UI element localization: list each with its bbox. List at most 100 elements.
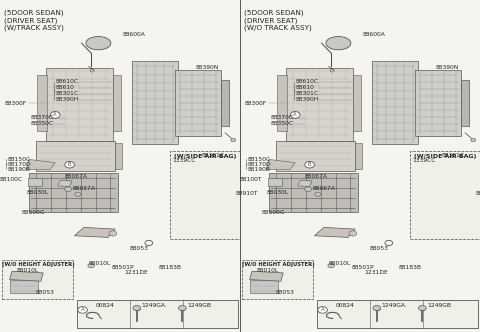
Text: 1231DE: 1231DE: [124, 270, 147, 276]
Bar: [269, 173, 358, 212]
Text: 1339CC: 1339CC: [172, 158, 195, 163]
Text: 88053: 88053: [36, 290, 55, 295]
Circle shape: [50, 112, 60, 118]
Bar: [10, 280, 38, 293]
Text: 88067A: 88067A: [305, 174, 328, 179]
Bar: [286, 68, 353, 141]
Bar: [28, 178, 42, 186]
Text: (W/SIDE AIR BAG): (W/SIDE AIR BAG): [414, 154, 476, 159]
Circle shape: [318, 307, 327, 313]
Circle shape: [328, 263, 335, 268]
Polygon shape: [74, 227, 115, 237]
Circle shape: [290, 112, 300, 118]
Text: 88010L: 88010L: [329, 261, 351, 267]
Text: 88910T: 88910T: [235, 191, 258, 196]
Text: 1249GA: 1249GA: [142, 303, 166, 308]
Circle shape: [419, 305, 426, 311]
Text: 88183B: 88183B: [398, 265, 421, 271]
Text: 88170D: 88170D: [7, 162, 31, 167]
Text: (W/O HEIGHT ADJUSTER): (W/O HEIGHT ADJUSTER): [241, 262, 314, 267]
Circle shape: [315, 192, 321, 196]
Circle shape: [88, 263, 95, 268]
Bar: [29, 173, 118, 212]
Text: 88053: 88053: [130, 246, 148, 251]
Circle shape: [349, 231, 357, 236]
Text: A: A: [53, 112, 57, 118]
Circle shape: [373, 305, 381, 311]
Text: 88610: 88610: [55, 85, 74, 90]
Polygon shape: [26, 159, 55, 169]
Circle shape: [330, 69, 334, 72]
Bar: [355, 143, 362, 169]
Bar: [276, 141, 355, 171]
Text: 88100T: 88100T: [240, 177, 263, 182]
Text: 88390N: 88390N: [196, 64, 219, 70]
Text: 88170D: 88170D: [247, 162, 271, 167]
Text: 88053: 88053: [276, 290, 295, 295]
Circle shape: [179, 305, 186, 311]
Bar: [77, 300, 238, 328]
Bar: [132, 61, 178, 144]
Circle shape: [133, 305, 141, 311]
Text: 88610C: 88610C: [55, 79, 78, 84]
Text: 00824: 00824: [336, 303, 355, 308]
Polygon shape: [250, 271, 283, 281]
Text: 88030L: 88030L: [266, 190, 288, 195]
Circle shape: [90, 69, 94, 72]
Circle shape: [75, 192, 81, 196]
Bar: [461, 80, 469, 126]
Text: 88350C: 88350C: [270, 121, 293, 126]
Text: 88350C: 88350C: [30, 121, 53, 126]
Circle shape: [65, 187, 72, 192]
Bar: [268, 178, 282, 186]
Bar: [415, 70, 461, 136]
Text: 88100C: 88100C: [0, 177, 23, 182]
Text: (5DOOR SEDAN)
(DRIVER SEAT)
(W/O TRACK ASSY): (5DOOR SEDAN) (DRIVER SEAT) (W/O TRACK A…: [244, 10, 312, 32]
Bar: [317, 300, 478, 328]
Text: 88370C: 88370C: [30, 115, 53, 120]
Text: 1231DE: 1231DE: [364, 270, 387, 276]
Bar: [46, 68, 113, 141]
Text: 88500G: 88500G: [22, 210, 45, 215]
Bar: [170, 151, 240, 239]
Bar: [250, 280, 278, 293]
Text: 88053: 88053: [370, 246, 388, 251]
Text: 88390H: 88390H: [55, 97, 78, 102]
Text: 88010L: 88010L: [17, 268, 39, 273]
Polygon shape: [10, 271, 43, 281]
Text: 88910T: 88910T: [475, 191, 480, 196]
Circle shape: [471, 138, 476, 142]
Text: 1249GA: 1249GA: [382, 303, 406, 308]
Text: 88501P: 88501P: [111, 265, 134, 271]
Ellipse shape: [326, 37, 351, 50]
Bar: [113, 75, 121, 131]
Text: A: A: [81, 307, 84, 312]
Text: 88390N: 88390N: [436, 64, 459, 70]
Text: (5DOOR SEDAN)
(DRIVER SEAT)
(W/TRACK ASSY): (5DOOR SEDAN) (DRIVER SEAT) (W/TRACK ASS…: [4, 10, 64, 32]
Text: 88501P: 88501P: [351, 265, 374, 271]
Bar: [221, 80, 229, 126]
Ellipse shape: [86, 37, 111, 50]
Bar: [410, 151, 480, 239]
Text: 88067A: 88067A: [65, 174, 88, 179]
Text: 88030L: 88030L: [26, 190, 48, 195]
Text: 88301C: 88301C: [442, 153, 465, 158]
Text: 88300F: 88300F: [245, 101, 267, 106]
Text: 88500G: 88500G: [262, 210, 285, 215]
Polygon shape: [58, 180, 72, 187]
Bar: [175, 70, 221, 136]
Polygon shape: [314, 227, 355, 237]
Text: (W/SIDE AIR BAG): (W/SIDE AIR BAG): [174, 154, 236, 159]
Text: 1339CC: 1339CC: [412, 158, 435, 163]
Text: 88370C: 88370C: [270, 115, 293, 120]
Text: 1249GB: 1249GB: [187, 303, 211, 308]
Circle shape: [65, 161, 74, 168]
Circle shape: [109, 231, 117, 236]
Text: 88190B: 88190B: [7, 167, 30, 172]
Text: 88010L: 88010L: [89, 261, 111, 267]
Text: 88057A: 88057A: [73, 186, 96, 191]
Bar: [353, 75, 361, 131]
Text: 88067A: 88067A: [313, 186, 336, 191]
Text: A: A: [293, 112, 297, 118]
Text: 88600A: 88600A: [362, 32, 385, 38]
